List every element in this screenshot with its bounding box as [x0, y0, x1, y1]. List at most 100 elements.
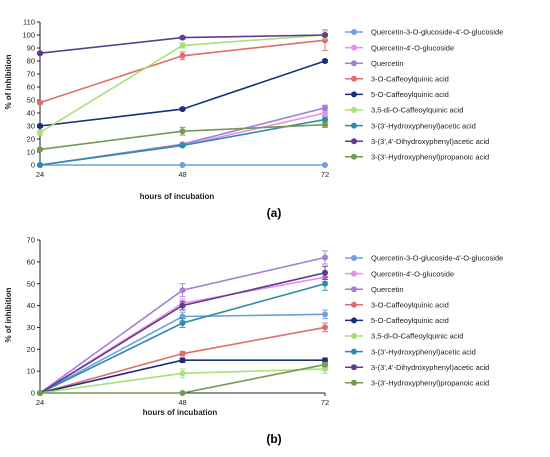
panel-a-ylabel: % of inhibition — [4, 54, 13, 109]
panel-a-chart: % of inhibition hours of incubation (a) … — [4, 18, 503, 220]
panel-b-legend-label: 3-O-Caffeoylquinic acid — [371, 301, 449, 310]
panel-a-series-line — [39, 39, 326, 104]
panel-a-data-point — [322, 162, 328, 168]
panel-b-data-point — [179, 313, 186, 320]
panel-a-data-point — [322, 121, 328, 128]
panel-a-series-line — [39, 107, 326, 166]
panel-a-label: (a) — [267, 206, 282, 220]
panel-b-ytick-label: 30 — [27, 323, 35, 332]
panel-a-ytick-label: 80 — [27, 57, 35, 66]
panel-b-ytick-label: 70 — [27, 236, 35, 245]
panel-a-data-point — [37, 146, 43, 153]
panel-b-series-3 — [37, 250, 328, 396]
panel-b-legend-item: 3-O-Caffeoylquinic acid — [345, 301, 449, 310]
panel-a-legend-label: Quercetin-3-O-glucoside-4'-O-glucoside — [371, 28, 503, 37]
panel-a-data-point — [37, 129, 43, 136]
panel-a-data-point — [179, 162, 186, 168]
panel-a-series-5 — [37, 58, 328, 129]
panel-a-legend-marker — [351, 122, 357, 129]
panel-b-data-point — [179, 370, 186, 377]
panel-a-data-point — [322, 58, 328, 64]
panel-b-legend-label: Quercetin — [371, 285, 404, 294]
panel-b-ytick-label: 60 — [27, 257, 35, 266]
panel-b-data-point — [179, 390, 186, 396]
panel-a-ytick-label: 70 — [27, 70, 35, 79]
panel-b-legend-marker — [351, 301, 357, 308]
panel-b-data-point — [322, 357, 328, 364]
panel-b-legend-label: 5-O-Caffeoylquinic acid — [371, 316, 449, 325]
panel-b-legend-marker — [351, 270, 357, 277]
panel-b-legend-item: Quercetin — [345, 285, 404, 294]
panel-a-legend-label: 3-(3',4'-Dihydroxyphenyl)acetic acid — [371, 137, 489, 146]
panel-b-legend-label: 3-(3',4'-Dihydroxyphenyl)acetic acid — [371, 363, 489, 372]
panel-b-legend-marker — [351, 364, 357, 371]
panel-b-data-point — [322, 311, 328, 318]
panel-a-ytick-label: 40 — [27, 109, 35, 118]
panel-b-ytick-label: 40 — [27, 301, 35, 310]
panel-b-data-point — [179, 302, 186, 309]
panel-b-legend-label: Quercetin-4'-O-glucoside — [371, 269, 454, 278]
panel-a-legend-item: 3,5-di-O-Caffeoylquinic acid — [345, 106, 463, 115]
panel-b-data-point — [179, 320, 186, 327]
panel-b-legend-label: 3-(3'-Hydroxyphenyl)acetic acid — [371, 347, 476, 356]
panel-a-legend-marker — [351, 44, 357, 51]
panel-a-legend-marker — [351, 75, 357, 82]
panel-b-axes: 0 10 20 30 40 50 60 70 24 48 72 — [27, 236, 330, 407]
panel-a-legend-item: 3-(3'-Hydroxyphenyl)propanoic acid — [345, 153, 489, 162]
panel-a-data-point — [322, 110, 328, 116]
panel-a-data-point — [179, 128, 186, 135]
panel-a-legend-item: Quercetin-3-O-glucoside-4'-O-glucoside — [345, 28, 503, 37]
panel-b-xlabel: hours of incubation — [143, 408, 218, 417]
panel-b-data-point — [179, 350, 186, 357]
panel-b-legend-item: 5-O-Caffeoylquinic acid — [345, 316, 449, 325]
panel-b-ytick-label: 10 — [27, 367, 35, 376]
panel-a-ytick-label: 110 — [23, 18, 35, 27]
panel-b-legend-marker — [351, 317, 357, 324]
panel-b-series-9 — [37, 361, 328, 396]
panel-a-data-point — [179, 52, 186, 59]
panel-b-xtick-label: 24 — [36, 398, 44, 407]
panel-a-legend-label: Quercetin-4'-O-glucoside — [371, 43, 454, 52]
panel-b-legend: Quercetin-3-O-glucoside-4'-O-glucoside Qu… — [345, 254, 503, 388]
panel-a-series-line — [39, 34, 326, 134]
panel-a-legend-label: 3-(3'-Hydroxyphenyl)acetic acid — [371, 121, 476, 130]
panel-b-legend-marker — [351, 255, 357, 261]
panel-a-axes: 0 10 20 30 40 50 60 70 80 90 100 110 24 48 72 — [22, 18, 329, 179]
panel-a-data-point — [322, 104, 328, 111]
panel-b-legend-label: Quercetin-3-O-glucoside-4'-O-glucoside — [371, 254, 503, 263]
panel-b-data-point — [322, 324, 328, 331]
panel-a-legend-item: 5-O-Caffeoylquinic acid — [345, 90, 449, 99]
panel-a-series-3 — [37, 104, 328, 168]
panel-a-legend-marker — [351, 138, 357, 145]
panel-a-legend-label: 5-O-Caffeoylquinic acid — [371, 90, 449, 99]
panel-b-xtick-label: 48 — [178, 398, 186, 407]
panel-b-legend-item: 3-(3'-Hydroxyphenyl)propanoic acid — [345, 379, 489, 388]
panel-b-data-point — [179, 287, 186, 294]
panel-a-data-point — [179, 142, 186, 149]
panel-a-legend-marker — [351, 29, 357, 35]
panel-a-legend-label: 3,5-di-O-Caffeoylquinic acid — [371, 106, 463, 115]
panel-a-ytick-label: 0 — [31, 161, 35, 170]
panel-a-data-point — [179, 34, 186, 41]
panel-b-ytick-label: 20 — [27, 345, 35, 354]
panel-b-legend-marker — [351, 379, 357, 386]
panel-b-legend-marker — [351, 348, 357, 355]
panel-a-series-4 — [37, 29, 328, 106]
panel-b-legend-marker — [351, 333, 357, 339]
panel-a-legend-label: 3-O-Caffeoylquinic acid — [371, 75, 449, 84]
panel-a-legend-item: 3-(3',4'-Dihydroxyphenyl)acetic acid — [345, 137, 489, 146]
panel-a-ytick-label: 20 — [27, 135, 35, 144]
panel-a-legend-item: 3-(3'-Hydroxyphenyl)acetic acid — [345, 121, 476, 130]
panel-b-ylabel: % of inhibition — [4, 287, 13, 342]
panel-b-legend-item: 3,5-di-O-Caffeoylquinic acid — [345, 332, 463, 341]
panel-b-legend-label: 3-(3'-Hydroxyphenyl)propanoic acid — [371, 379, 489, 388]
panel-a-series-line — [39, 60, 326, 127]
panel-a-legend-label: 3-(3'-Hydroxyphenyl)propanoic acid — [371, 153, 489, 162]
panel-a-data-point — [37, 162, 43, 168]
panel-a-data-point — [322, 116, 328, 123]
panel-a-series-6 — [37, 30, 328, 136]
panel-b-legend-item: Quercetin-3-O-glucoside-4'-O-glucoside — [345, 254, 503, 263]
panel-a-data-point — [37, 50, 43, 57]
panel-a-ytick-label: 60 — [27, 83, 35, 92]
